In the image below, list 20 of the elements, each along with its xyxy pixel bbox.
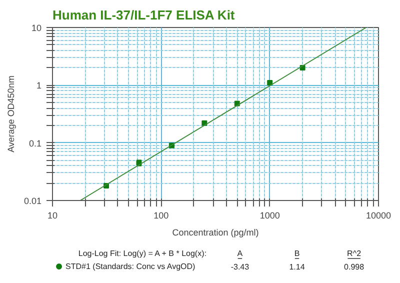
point (267, 80, 273, 86)
text: 0.998 (344, 262, 365, 272)
text: R^2 (347, 249, 362, 258)
y-axis-title: Average OD450nm (6, 76, 16, 152)
x-axis-title: Concentration (pg/ml) (172, 228, 259, 238)
x-tick-label: 1000 (260, 210, 280, 220)
text: B (294, 249, 300, 258)
text: 1.14 (289, 262, 306, 272)
y-tick-label: 0.1 (28, 138, 42, 148)
y-tick-label: 0.01 (24, 196, 42, 206)
chart-title: Human IL-37/IL-1F7 ELISA Kit (52, 8, 236, 22)
text: A (237, 249, 244, 258)
text: Log-Log Fit: Log(y) = A + B * Log(x): (78, 249, 206, 258)
x-tick-label: 10000 (366, 210, 392, 220)
legend-label: STD#1 (Standards: Conc vs AvgOD) (66, 262, 196, 271)
text: -3.43 (230, 262, 250, 272)
y-tick-label: 1 (36, 80, 42, 91)
y-tick-label: 10 (31, 23, 42, 33)
x-tick-label: 100 (154, 210, 169, 220)
x-tick-label: 10 (47, 210, 58, 220)
